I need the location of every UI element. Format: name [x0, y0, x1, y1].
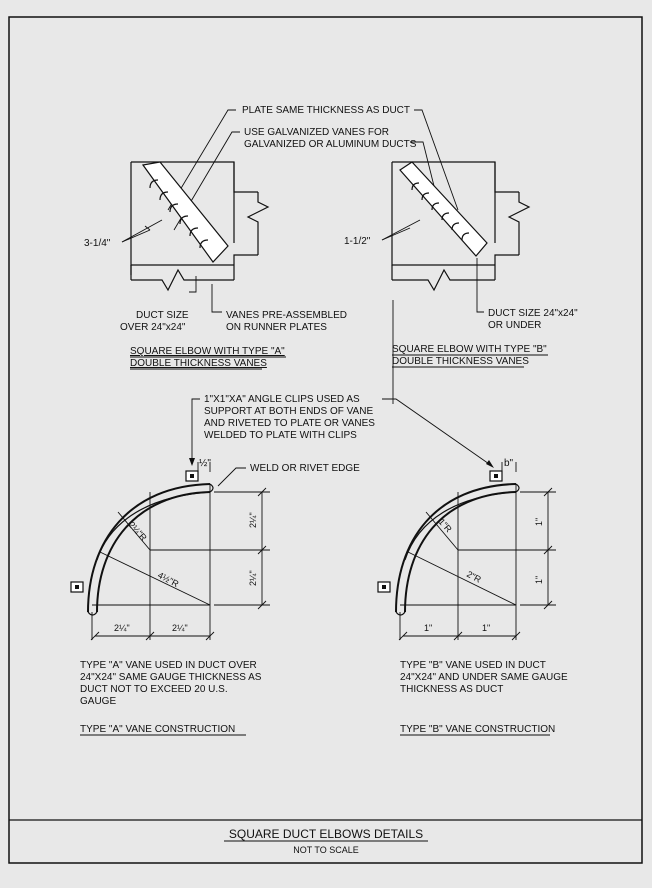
plan-a-vanes-2: ON RUNNER PLATES	[226, 322, 327, 333]
plan-b-caption-1: SQUARE ELBOW WITH TYPE "B"	[392, 344, 547, 355]
vane-a-horiz-dim-right: 2¼"	[172, 623, 188, 633]
angle-clips-4: WELDED TO PLATE WITH CLIPS	[204, 430, 357, 441]
title: SQUARE DUCT ELBOWS DETAILS	[229, 827, 423, 841]
vane-b-vert-dim-lower: 1"	[534, 576, 544, 584]
plan-a-dim: 3-1/4"	[84, 238, 111, 249]
vane-a-desc-3: DUCT NOT TO EXCEED 20 U.S.	[80, 684, 228, 695]
vane-a-horiz-dim-left: 2¼"	[114, 623, 130, 633]
vane-b-vert-dim-upper: 1"	[534, 518, 544, 526]
sheet-border	[8, 16, 643, 864]
vane-a-top-dim: ½"	[199, 458, 211, 469]
galv-vanes-callout-2: GALVANIZED OR ALUMINUM DUCTS	[244, 139, 417, 150]
angle-clips-2: SUPPORT AT BOTH ENDS OF VANE	[204, 406, 373, 417]
subtitle: NOT TO SCALE	[293, 845, 359, 855]
plan-a-caption-1: SQUARE ELBOW WITH TYPE "A"	[130, 346, 285, 357]
vane-a-desc-4: GAUGE	[80, 696, 116, 707]
vane-a-desc-2: 24"X24" SAME GAUGE THICKNESS AS	[80, 672, 262, 683]
plan-elbow-a	[121, 161, 270, 313]
plan-elbow-b	[381, 161, 531, 404]
plate-thickness-callout: PLATE SAME THICKNESS AS DUCT	[242, 105, 410, 116]
weld-label: WELD OR RIVET EDGE	[250, 463, 360, 474]
angle-clip-leaders	[189, 398, 494, 468]
plan-b-duct-size-2: OR UNDER	[488, 320, 541, 331]
plan-b-dim: 1-1/2"	[344, 236, 371, 247]
vane-a-caption: TYPE "A" VANE CONSTRUCTION	[80, 724, 235, 735]
vane-b-desc-2: 24"X24" AND UNDER SAME GAUGE	[400, 672, 568, 683]
vane-b-horiz-dim-left: 1"	[424, 623, 432, 633]
plan-a-vanes-1: VANES PRE-ASSEMBLED	[226, 310, 347, 321]
vane-a-detail	[70, 462, 270, 641]
angle-clips-1: 1"X1"XA" ANGLE CLIPS USED AS	[204, 394, 360, 405]
vane-b-caption: TYPE "B" VANE CONSTRUCTION	[400, 724, 555, 735]
vane-b-top-dim: b"	[504, 458, 514, 469]
plan-a-duct-size-1: DUCT SIZE	[136, 310, 189, 321]
vane-a-vert-dim-upper: 2¼"	[248, 512, 258, 528]
vane-b-desc-1: TYPE "B" VANE USED IN DUCT	[400, 660, 546, 671]
plan-b-duct-size-1: DUCT SIZE 24"x24"	[488, 308, 578, 319]
vane-b-horiz-dim-right: 1"	[482, 623, 490, 633]
plan-b-caption-2: DOUBLE THICKNESS VANES	[392, 356, 529, 367]
plan-a-caption-2: DOUBLE THICKNESS VANES	[130, 358, 267, 369]
vane-b-desc-3: THICKNESS AS DUCT	[400, 684, 503, 695]
vane-b-detail	[377, 462, 556, 641]
vane-a-desc-1: TYPE "A" VANE USED IN DUCT OVER	[80, 660, 257, 671]
plan-a-duct-size-2: OVER 24"x24"	[120, 322, 186, 333]
angle-clips-3: AND RIVETED TO PLATE OR VANES	[204, 418, 375, 429]
vane-a-vert-dim-lower: 2¼"	[248, 570, 258, 586]
galv-vanes-callout-1: USE GALVANIZED VANES FOR	[244, 127, 389, 138]
